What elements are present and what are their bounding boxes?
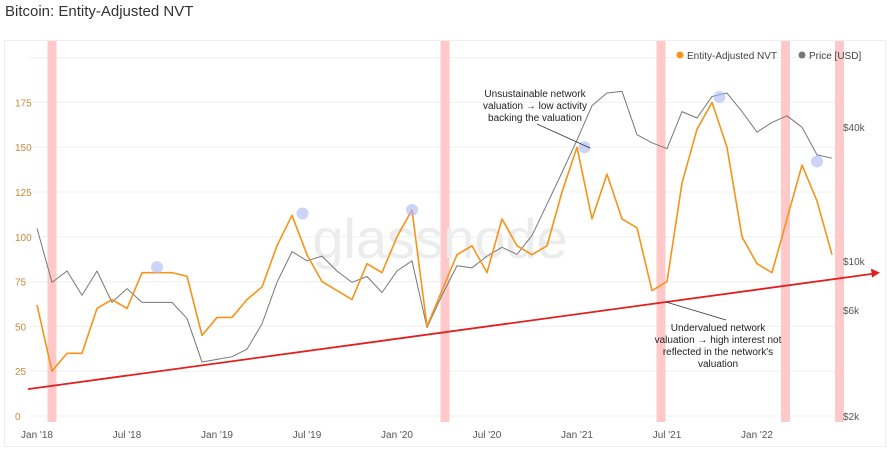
annotation-text: valuation → high interest not xyxy=(655,335,782,346)
left-axis-tick: 50 xyxy=(15,322,27,333)
legend-swatch xyxy=(676,51,684,59)
x-axis-tick: Jul '19 xyxy=(293,430,322,441)
right-axis-tick: $40k xyxy=(843,123,866,134)
highlight-band xyxy=(47,41,57,422)
series-line-price xyxy=(36,90,833,363)
x-axis-tick: Jan '22 xyxy=(741,430,773,441)
watermark: glassnode xyxy=(312,207,567,270)
peak-marker xyxy=(151,261,163,274)
annotation-text: valuation xyxy=(698,359,738,370)
annotation-text: Unsustainable network xyxy=(484,89,586,100)
right-axis-tick: $6k xyxy=(843,306,860,317)
left-axis-tick: 75 xyxy=(15,278,27,289)
annotation-arrow xyxy=(665,301,727,321)
annotation-text: Undervalued network xyxy=(671,323,766,334)
peak-marker xyxy=(811,155,823,168)
highlight-band xyxy=(835,41,844,422)
left-axis-tick: 150 xyxy=(15,143,32,154)
x-axis-tick: Jul '18 xyxy=(113,430,142,441)
annotation-arrow xyxy=(536,123,591,149)
right-axis-tick: $10k xyxy=(843,257,866,268)
highlight-band xyxy=(656,41,666,422)
highlight-band xyxy=(440,41,450,422)
right-axis-tick: $2k xyxy=(843,412,860,423)
peak-marker xyxy=(296,207,309,220)
x-axis-tick: Jul '21 xyxy=(653,430,682,441)
series-line-nvt xyxy=(36,101,833,373)
left-axis-tick: 125 xyxy=(15,188,32,199)
left-axis-tick: 100 xyxy=(15,233,32,244)
x-axis-tick: Jan '21 xyxy=(561,430,593,441)
x-axis-tick: Jan '20 xyxy=(381,430,413,441)
peak-marker xyxy=(713,91,726,104)
legend-label: Price [USD] xyxy=(809,51,861,62)
peak-marker xyxy=(406,203,418,216)
left-axis-tick: 0 xyxy=(15,412,21,423)
x-axis-tick: Jan '19 xyxy=(201,430,233,441)
x-axis-tick: Jan '18 xyxy=(21,430,53,441)
annotation-text: valuation → low activity xyxy=(483,101,587,112)
annotation-text: backing the valuation xyxy=(488,113,582,124)
chart-title: Bitcoin: Entity-Adjusted NVT xyxy=(5,3,194,20)
left-axis-tick: 25 xyxy=(15,367,27,378)
legend-swatch xyxy=(798,51,806,59)
legend-label: Entity-Adjusted NVT xyxy=(687,51,777,62)
trend-line xyxy=(27,272,875,391)
x-axis-tick: Jul '20 xyxy=(473,430,502,441)
chart-frame xyxy=(4,40,886,447)
highlight-band xyxy=(781,41,790,422)
left-axis-tick: 175 xyxy=(15,98,32,109)
annotation-text: reflected in the network's xyxy=(663,347,773,358)
trend-arrowhead xyxy=(871,268,880,278)
